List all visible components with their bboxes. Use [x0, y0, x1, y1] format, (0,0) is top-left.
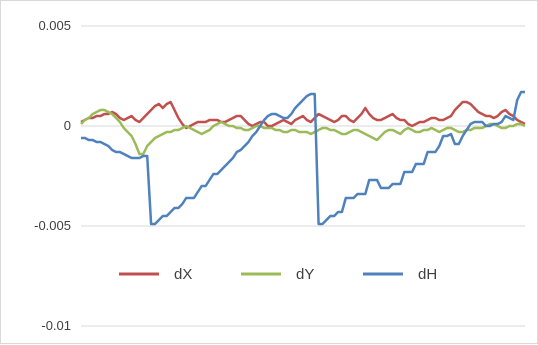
series-line-dH — [81, 90, 525, 226]
y-tick-label: -0.01 — [41, 318, 71, 333]
series-lines — [80, 90, 526, 226]
series-line-dX — [80, 100, 526, 130]
legend: dX dY dH — [119, 266, 437, 283]
gridlines — [81, 25, 525, 327]
y-axis-tick-labels: 0.005 0 -0.005 -0.01 — [34, 18, 71, 333]
y-tick-label: 0 — [64, 118, 71, 133]
legend-label-dH: dH — [418, 266, 437, 283]
legend-label-dY: dY — [296, 266, 314, 283]
legend-label-dX: dX — [174, 266, 192, 283]
y-tick-label: -0.005 — [34, 218, 71, 233]
y-tick-label: 0.005 — [38, 18, 71, 33]
series-line-dY — [80, 108, 526, 156]
